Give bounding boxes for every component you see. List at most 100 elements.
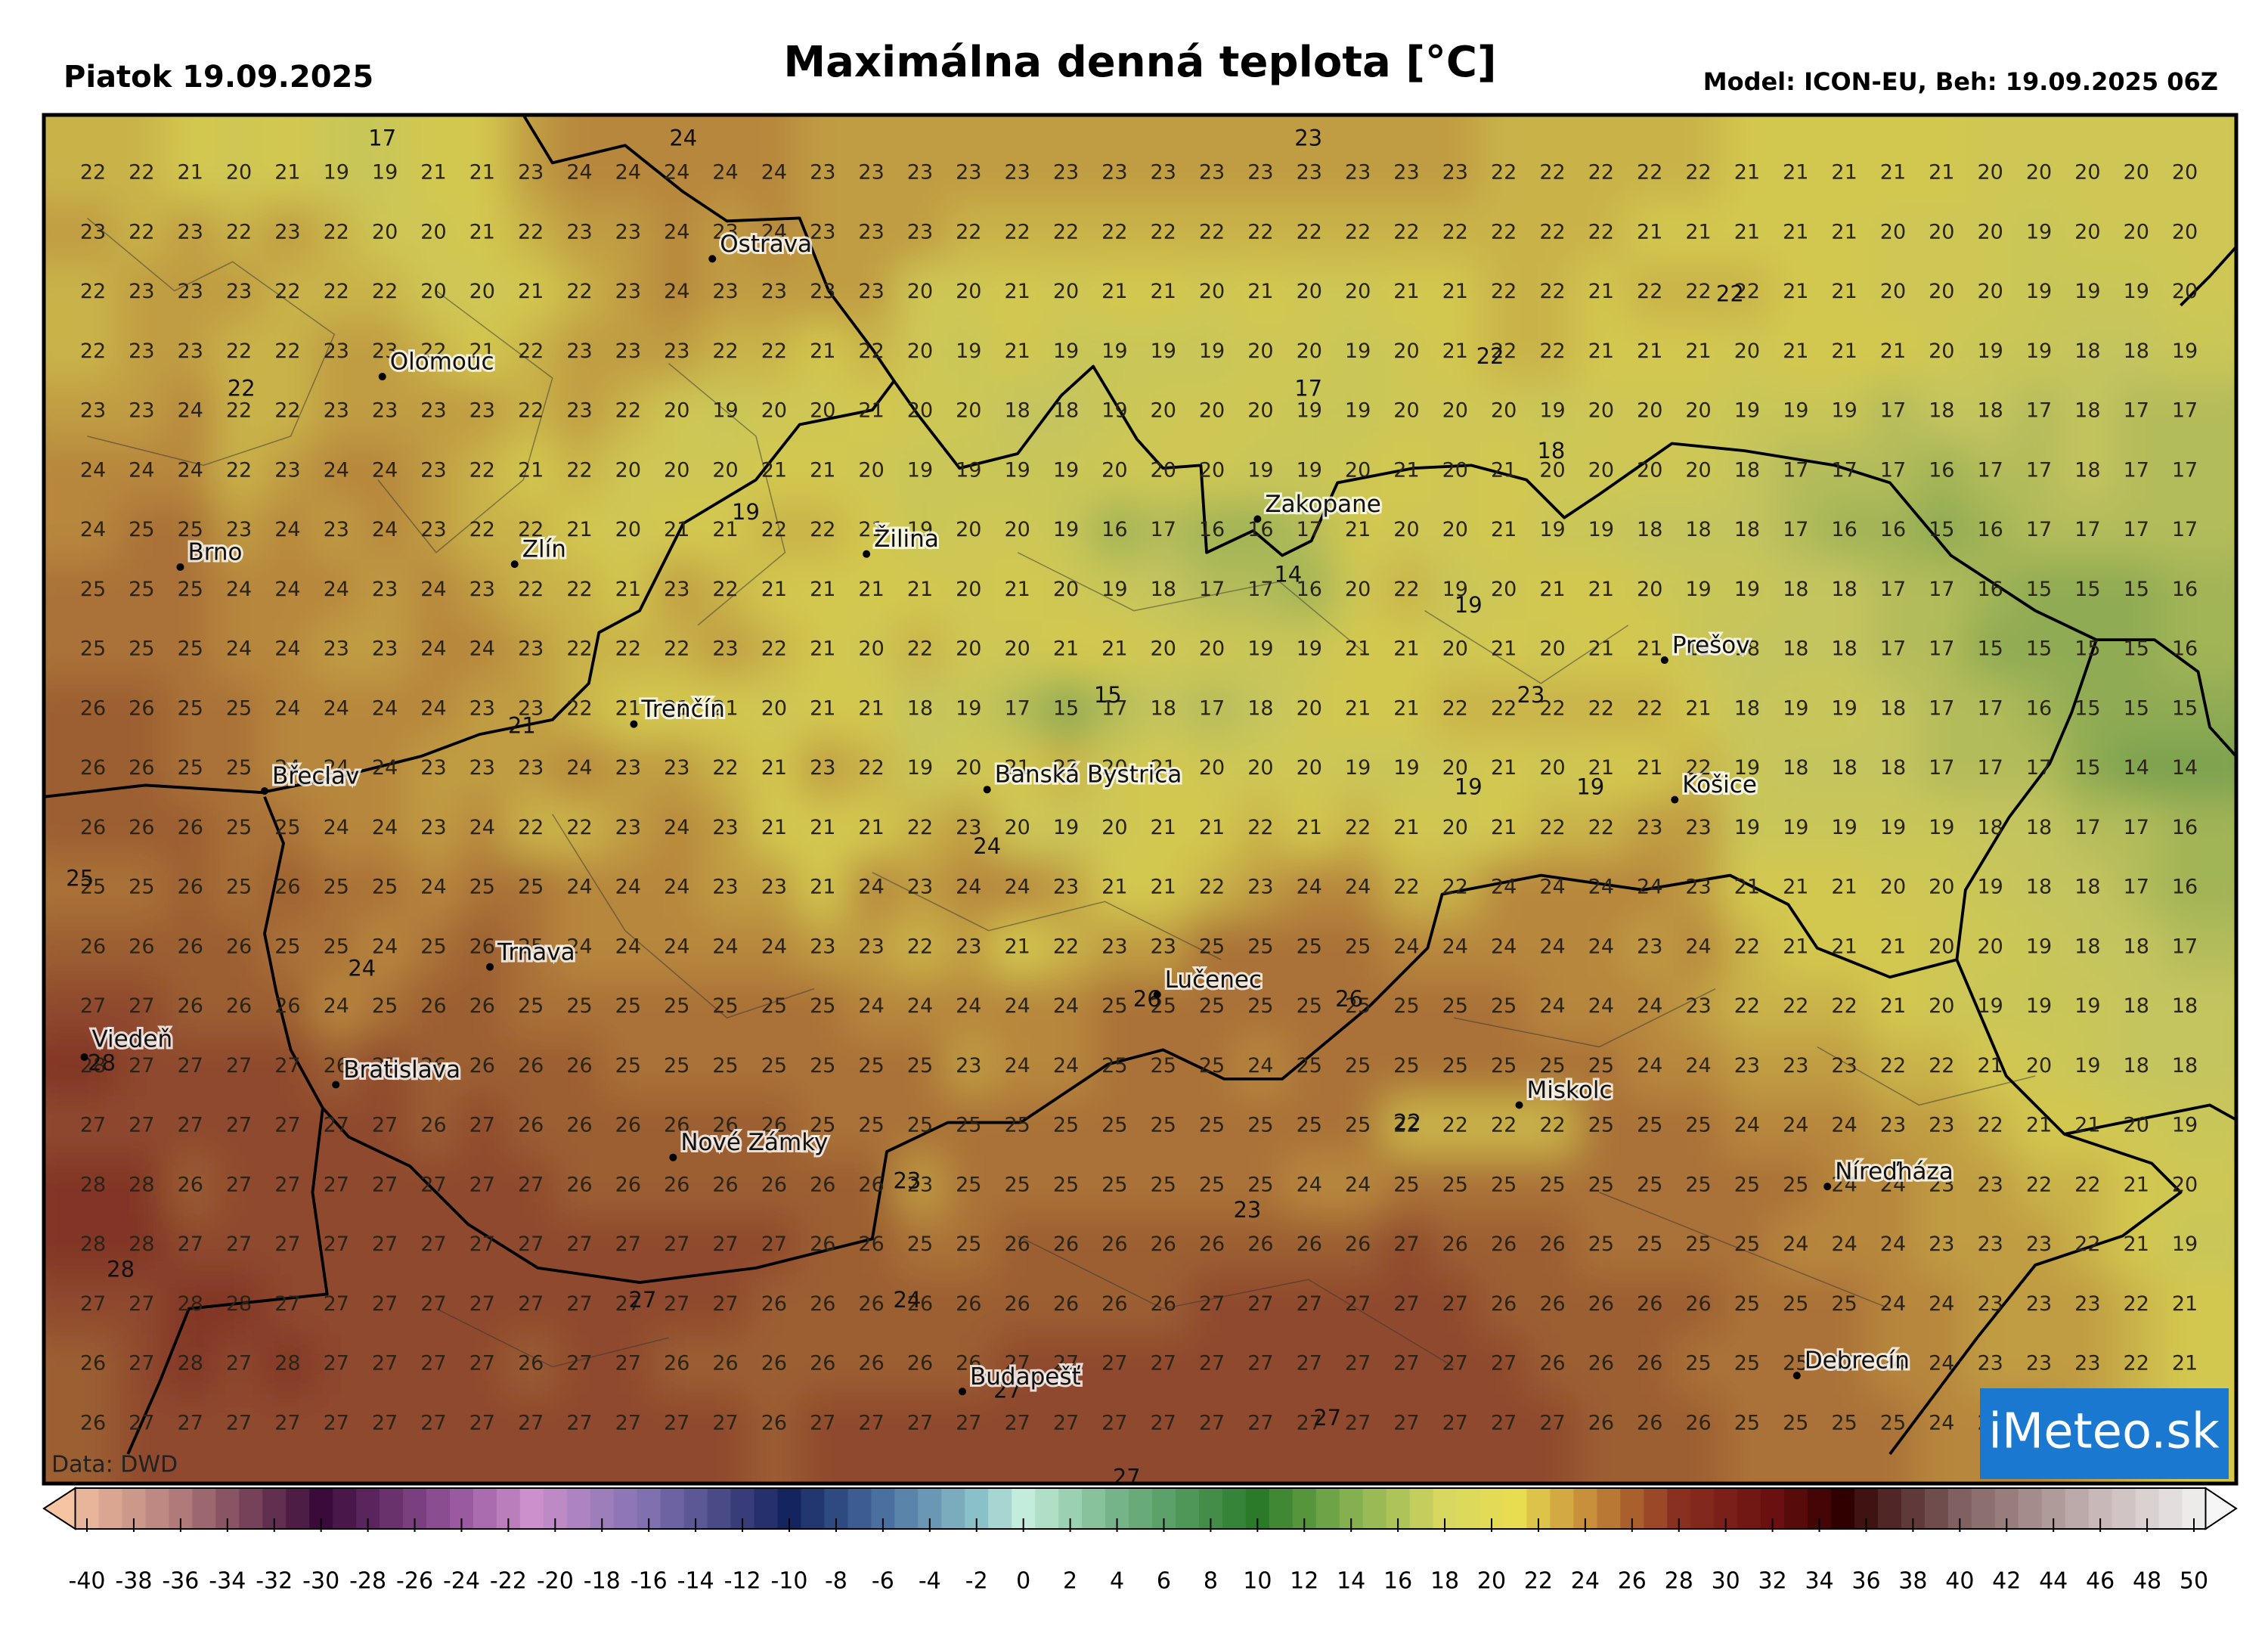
grid-value: 26 xyxy=(226,935,252,958)
temp-cell xyxy=(2160,977,2236,1037)
temp-cell xyxy=(1041,619,1092,681)
temp-cell xyxy=(603,321,654,383)
grid-value: 23 xyxy=(615,816,641,839)
temp-cell xyxy=(1430,441,1480,502)
contour-label: 27 xyxy=(629,1287,657,1313)
grid-value: 19 xyxy=(2026,340,2052,363)
grid-value: 15 xyxy=(1977,637,2003,661)
grid-value: 25 xyxy=(1297,935,1322,958)
grid-value: 20 xyxy=(615,458,641,482)
grid-value: 26 xyxy=(1053,1233,1079,1256)
temp-cell xyxy=(1333,1334,1383,1395)
grid-value: 19 xyxy=(1345,399,1371,423)
grid-value: 18 xyxy=(1783,756,1808,780)
temp-cell xyxy=(847,857,897,919)
temp-cell xyxy=(1236,1394,1286,1484)
colorbar-tick-label: -18 xyxy=(584,1568,621,1595)
contour-label: 24 xyxy=(893,1287,921,1313)
temp-cell xyxy=(1333,115,1383,204)
temp-cell xyxy=(2112,1096,2161,1157)
temp-cell xyxy=(1479,501,1529,561)
temp-cell xyxy=(1771,381,1821,442)
temp-cell xyxy=(1722,262,1773,323)
grid-value: 24 xyxy=(1588,935,1614,958)
grid-value: 16 xyxy=(1247,518,1273,541)
temp-cell xyxy=(1187,203,1238,264)
temp-cell xyxy=(1722,857,1773,919)
grid-value: 25 xyxy=(226,876,252,899)
temp-cell xyxy=(2063,977,2113,1037)
grid-value: 20 xyxy=(1053,578,1079,601)
temp-cell xyxy=(1139,977,1188,1037)
temp-cell xyxy=(311,560,361,621)
temp-cell xyxy=(1771,115,1821,204)
temp-cell xyxy=(2014,1155,2065,1217)
temp-cell xyxy=(311,1334,361,1395)
colorbar-tick-label: -32 xyxy=(256,1568,293,1595)
temp-cell xyxy=(409,321,459,383)
grid-value: 19 xyxy=(1685,578,1711,601)
temp-cell xyxy=(2014,798,2065,859)
colorbar-segment xyxy=(847,1488,872,1529)
grid-value: 27 xyxy=(1247,1352,1273,1375)
grid-value: 25 xyxy=(1539,1054,1565,1078)
temp-cell xyxy=(117,381,167,442)
grid-value: 25 xyxy=(810,1114,835,1137)
temp-cell xyxy=(1284,203,1334,264)
temp-cell xyxy=(603,115,654,204)
grid-value: 22 xyxy=(1637,280,1662,303)
grid-value: 25 xyxy=(1880,1411,1906,1434)
temp-cell xyxy=(166,501,215,561)
grid-value: 20 xyxy=(1442,458,1468,482)
grid-value: 27 xyxy=(1151,1352,1176,1375)
temp-cell xyxy=(749,262,800,323)
grid-value: 20 xyxy=(469,280,495,303)
city-label: Olomouc xyxy=(390,349,494,376)
temp-cell xyxy=(1479,1334,1529,1395)
grid-value: 27 xyxy=(1004,1411,1030,1434)
grid-value: 21 xyxy=(810,696,835,720)
grid-value: 26 xyxy=(1588,1292,1614,1316)
grid-value: 22 xyxy=(1345,220,1371,243)
temp-cell xyxy=(409,441,459,502)
temp-cell xyxy=(895,679,946,740)
temp-cell xyxy=(895,1155,946,1217)
temp-cell xyxy=(2063,857,2113,919)
grid-value: 23 xyxy=(518,161,544,184)
temp-cell xyxy=(1187,1274,1238,1335)
grid-value: 27 xyxy=(810,1411,835,1434)
colorbar-segment xyxy=(1784,1488,1808,1529)
temp-cell xyxy=(311,1274,361,1335)
grid-value: 27 xyxy=(129,1292,154,1316)
city-label: Košice xyxy=(1682,771,1757,798)
grid-value: 22 xyxy=(226,458,252,482)
temp-cell xyxy=(701,679,751,740)
temp-cell xyxy=(1236,739,1286,799)
grid-value: 23 xyxy=(1345,161,1371,184)
temp-cell xyxy=(1528,1036,1578,1097)
grid-value: 25 xyxy=(810,994,835,1018)
grid-value: 20 xyxy=(1880,280,1906,303)
temp-cell xyxy=(457,560,507,621)
temp-cell xyxy=(1139,1096,1188,1157)
grid-value: 27 xyxy=(274,1173,300,1196)
temp-cell xyxy=(1479,115,1529,204)
temp-cell xyxy=(847,203,897,264)
temp-cell xyxy=(44,321,119,383)
grid-value: 18 xyxy=(1685,518,1711,541)
temp-cell xyxy=(1722,1155,1773,1217)
city-label: Prešov xyxy=(1672,632,1750,659)
grid-value: 24 xyxy=(324,816,349,839)
temp-cell xyxy=(1674,381,1724,442)
grid-value: 22 xyxy=(566,578,592,601)
temp-cell xyxy=(2112,203,2161,264)
grid-value: 19 xyxy=(1977,994,2003,1018)
temp-cell xyxy=(1868,1334,1919,1395)
temp-cell xyxy=(506,619,556,681)
temp-cell xyxy=(214,203,265,264)
grid-value: 22 xyxy=(1247,816,1273,839)
grid-value: 24 xyxy=(1831,1173,1857,1196)
grid-value: 21 xyxy=(1588,578,1614,601)
temp-cell xyxy=(166,115,215,204)
colorbar-tick-label: -12 xyxy=(724,1568,761,1595)
